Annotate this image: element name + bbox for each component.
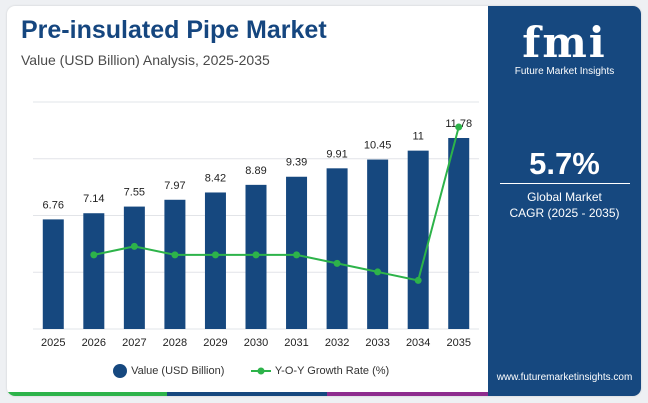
footer-strip-green — [7, 392, 167, 396]
footer-strip-blue — [167, 392, 327, 396]
cagr-label-2: CAGR (2025 - 2035) — [509, 206, 620, 220]
chart-title: Pre-insulated Pipe Market — [21, 16, 327, 44]
x-tick-label: 2033 — [365, 337, 389, 349]
growth-point-2028 — [171, 251, 179, 259]
fmi-logo-subtitle: Future Market Insights — [514, 66, 615, 77]
infographic-card: Pre-insulated Pipe Market Value (USD Bil… — [7, 6, 641, 396]
growth-point-2034 — [414, 276, 422, 284]
chart-area: 6.76 2025 7.14 2026 7.55 2027 7.97 2028 8.42 2029… — [33, 101, 479, 349]
x-tick-label: 2027 — [122, 337, 146, 349]
x-tick-label: 2030 — [244, 337, 268, 349]
growth-point-2030 — [252, 251, 260, 259]
cagr-value: 5.7% — [529, 146, 600, 181]
panel-divider — [500, 183, 630, 184]
x-tick-label: 2026 — [82, 337, 106, 349]
fmi-panel: fmi Future Market Insights 5.7% Global M… — [488, 6, 641, 396]
bar-value-label: 10.45 — [364, 140, 392, 152]
growth-point-2031 — [293, 251, 301, 259]
x-tick-label: 2035 — [446, 337, 470, 349]
bar-2025 — [42, 219, 64, 329]
bar-2026 — [83, 213, 105, 329]
legend-line-marker — [251, 367, 271, 375]
growth-point-2033 — [374, 268, 382, 276]
x-tick-label: 2028 — [163, 337, 187, 349]
x-tick-label: 2032 — [325, 337, 349, 349]
bar-value-label: 7.97 — [164, 180, 185, 192]
legend-bar-label: Value (USD Billion) — [131, 364, 225, 377]
bar-2028 — [164, 199, 186, 329]
bar-value-label: 8.89 — [245, 165, 266, 177]
chart-subtitle: Value (USD Billion) Analysis, 2025-2035 — [21, 52, 270, 68]
bar-value-label: 9.91 — [326, 148, 347, 160]
growth-point-2035 — [455, 123, 463, 131]
legend-bar-marker — [113, 364, 127, 378]
x-tick-label: 2031 — [284, 337, 308, 349]
cagr-label-1: Global Market — [527, 190, 602, 204]
growth-point-2026 — [90, 251, 98, 259]
bar-value-label: 11 — [412, 131, 423, 143]
bar-value-label: 7.14 — [83, 193, 104, 205]
legend-line: Y-O-Y Growth Rate (%) — [250, 363, 389, 379]
footer-strip-purple — [327, 392, 488, 396]
bar-2027 — [123, 206, 145, 329]
bar-value-label: 8.42 — [205, 172, 226, 184]
x-tick-label: 2029 — [203, 337, 227, 349]
bar-value-label: 6.76 — [43, 199, 64, 211]
bar-value-label: 9.39 — [286, 157, 307, 169]
bar-2029 — [204, 192, 226, 329]
x-tick-label: 2034 — [406, 337, 430, 349]
bar-2035 — [448, 137, 470, 329]
website-url[interactable]: www.futuremarketinsights.com — [496, 372, 633, 383]
bar-2033 — [367, 159, 389, 329]
legend-line-label: Y-O-Y Growth Rate (%) — [274, 364, 390, 377]
bar-2032 — [326, 168, 348, 329]
growth-point-2027 — [130, 242, 138, 250]
legend-bar: Value (USD Billion) — [112, 363, 224, 379]
growth-point-2032 — [333, 259, 341, 267]
fmi-logo: fmi — [522, 18, 607, 67]
x-tick-label: 2025 — [41, 337, 65, 349]
bar-value-label: 7.55 — [124, 187, 145, 199]
bar-2034 — [407, 150, 429, 329]
growth-rate-line — [93, 126, 460, 282]
growth-point-2029 — [211, 251, 219, 259]
